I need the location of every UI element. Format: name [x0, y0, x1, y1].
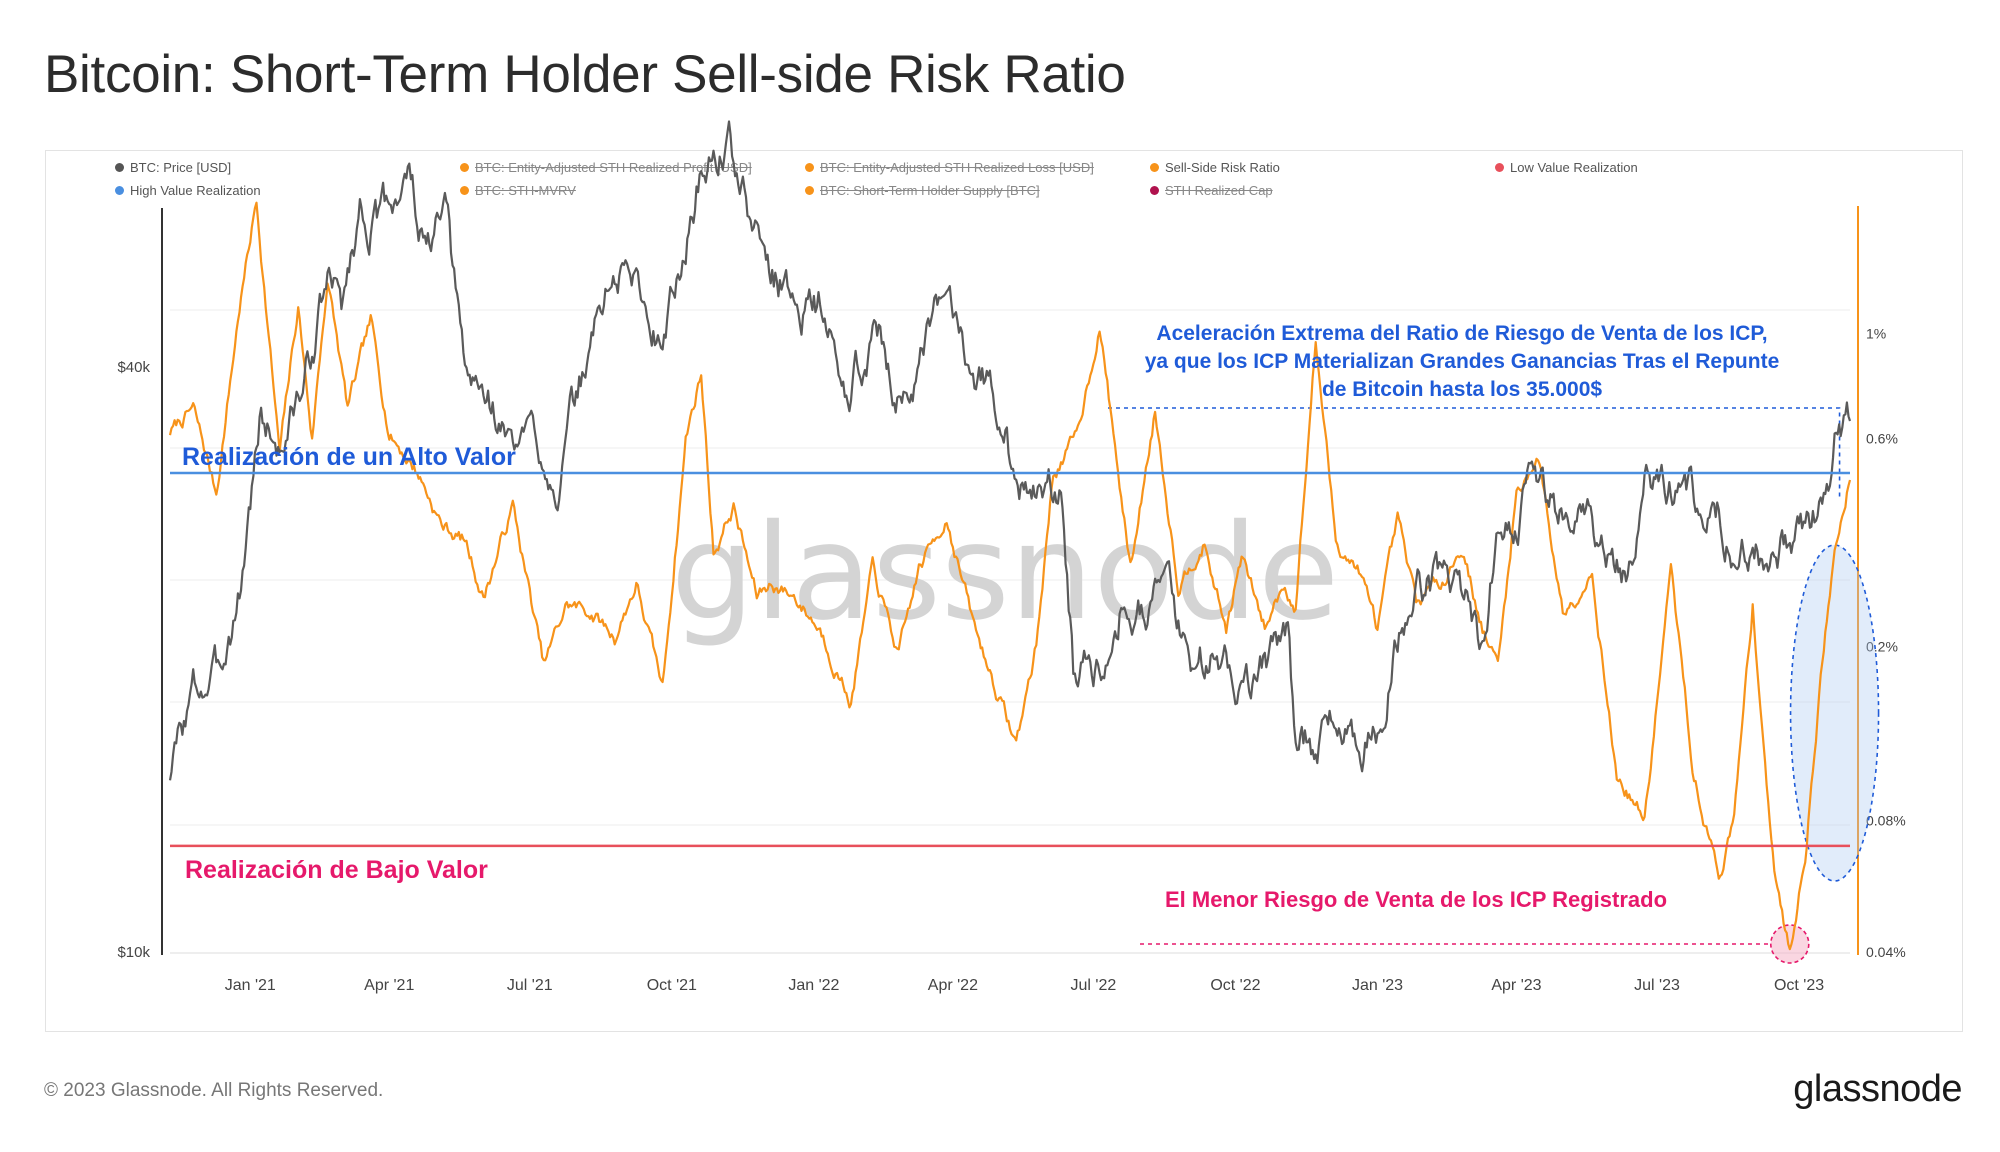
- x-tick-label: Apr '21: [364, 977, 414, 994]
- series-btc-price: [168, 120, 1852, 781]
- x-tick-label: Jul '22: [1071, 977, 1117, 994]
- legend-label-sth-realized-loss: BTC: Entity-Adjusted STH Realized Loss […: [820, 160, 1094, 175]
- legend-dot-sth-realized-profit: [460, 163, 469, 172]
- legend-item-high-value-realization[interactable]: High Value Realization: [115, 183, 261, 198]
- threshold-lines: [170, 471, 1850, 848]
- legend-dot-sth-realized-loss: [805, 163, 814, 172]
- x-tick-label: Jan '23: [1352, 977, 1403, 994]
- x-axis-ticks: Jan '21 Apr '21 Jul '21 Oct '21 Jan '22 Apr '…: [225, 977, 1824, 994]
- legend-item-sth-realized-cap[interactable]: STH Realized Cap: [1150, 183, 1273, 198]
- legend-item-sth-supply[interactable]: BTC: Short-Term Holder Supply [BTC]: [805, 183, 1040, 198]
- legend-dot-low-value-realization: [1495, 163, 1504, 172]
- y-axis-right-ticks: 1% 0.6% 0.2% 0.08% 0.04%: [1866, 325, 1906, 960]
- x-tick-label: Jul '23: [1634, 977, 1680, 994]
- low-value-realization-label: Realización de Bajo Valor: [185, 856, 488, 884]
- y-tick-label-right: 0.2%: [1866, 639, 1898, 655]
- x-tick-label: Oct '22: [1210, 977, 1260, 994]
- y-tick-label-right: 1%: [1866, 325, 1886, 341]
- legend-label-low-value-realization: Low Value Realization: [1510, 160, 1638, 175]
- y-tick-label-right: 0.08%: [1866, 813, 1906, 829]
- legend-label-sth-realized-profit: BTC: Entity-Adjusted STH Realized Profit…: [475, 160, 752, 175]
- legend-dot-high-value-realization: [115, 186, 124, 195]
- legend-dot-price: [115, 163, 124, 172]
- sell-side-risk-ratio-line: [168, 201, 1852, 951]
- acceleration-annotation-line: de Bitcoin hasta los 35.000$: [1322, 378, 1602, 401]
- x-tick-label: Apr '23: [1491, 977, 1541, 994]
- x-tick-label: Apr '22: [928, 977, 978, 994]
- footer-copyright: © 2023 Glassnode. All Rights Reserved.: [44, 1080, 384, 1101]
- legend-item-low-value-realization[interactable]: Low Value Realization: [1495, 160, 1638, 175]
- watermark: glassnode: [671, 496, 1339, 650]
- chart-legend: BTC: Price [USD] BTC: Entity-Adjusted ST…: [115, 160, 1715, 206]
- acceleration-annotation-line: ya que los ICP Materializan Grandes Gana…: [1145, 350, 1780, 373]
- lowest-risk-annotation: El Menor Riesgo de Venta de los ICP Regi…: [1165, 887, 1667, 912]
- x-tick-label: Jan '21: [225, 977, 276, 994]
- lowest-risk-highlight-circle: [1769, 924, 1810, 964]
- legend-label-price: BTC: Price [USD]: [130, 160, 232, 175]
- chart-frame: [45, 150, 1963, 1032]
- page-title: Bitcoin: Short-Term Holder Sell-side Ris…: [44, 45, 1126, 104]
- legend-label-sth-supply: BTC: Short-Term Holder Supply [BTC]: [820, 183, 1040, 198]
- legend-dot-sth-mvrv: [460, 186, 469, 195]
- legend-item-sth-realized-profit[interactable]: BTC: Entity-Adjusted STH Realized Profit…: [460, 160, 752, 175]
- legend-dot-sth-realized-cap: [1150, 186, 1159, 195]
- y-tick-label-right: 0.6%: [1866, 430, 1898, 446]
- legend-item-sth-realized-loss[interactable]: BTC: Entity-Adjusted STH Realized Loss […: [805, 160, 1094, 175]
- legend-item-price[interactable]: BTC: Price [USD]: [115, 160, 231, 175]
- x-tick-label: Jul '21: [507, 977, 553, 994]
- btc-price-line: [168, 120, 1852, 781]
- footer-logo[interactable]: glassnode: [1793, 1068, 1962, 1110]
- acceleration-leader-line: [1108, 407, 1841, 500]
- legend-label-sell-side-risk-ratio: Sell-Side Risk Ratio: [1165, 160, 1280, 175]
- y-axis-left-ticks: $10k $40k: [117, 359, 150, 961]
- legend-label-high-value-realization: High Value Realization: [130, 183, 261, 198]
- y-tick-label-left: $40k: [117, 359, 150, 376]
- annotation-texts: Realización de un Alto Valor Realización …: [182, 322, 1779, 912]
- legend-dot-sth-supply: [805, 186, 814, 195]
- legend-item-sell-side-risk-ratio[interactable]: Sell-Side Risk Ratio: [1150, 160, 1280, 175]
- x-tick-label: Oct '23: [1774, 977, 1824, 994]
- high-value-realization-label: Realización de un Alto Valor: [182, 443, 516, 471]
- legend-label-sth-realized-cap: STH Realized Cap: [1165, 183, 1273, 198]
- annotation-guides: [1108, 407, 1880, 964]
- x-tick-label: Oct '21: [647, 977, 697, 994]
- acceleration-highlight-ellipse: [1789, 544, 1880, 882]
- acceleration-annotation-line: Aceleración Extrema del Ratio de Riesgo …: [1156, 322, 1767, 345]
- y-tick-label-left: $10k: [117, 944, 150, 961]
- grid-lines: [170, 309, 1850, 826]
- legend-label-sth-mvrv: BTC: STH-MVRV: [475, 183, 576, 198]
- axes: [161, 206, 1859, 955]
- x-tick-label: Jan '22: [788, 977, 839, 994]
- y-tick-label-right: 0.04%: [1866, 944, 1906, 960]
- series-sell-side-risk-ratio: [168, 201, 1852, 951]
- legend-dot-sell-side-risk-ratio: [1150, 163, 1159, 172]
- legend-item-sth-mvrv[interactable]: BTC: STH-MVRV: [460, 183, 576, 198]
